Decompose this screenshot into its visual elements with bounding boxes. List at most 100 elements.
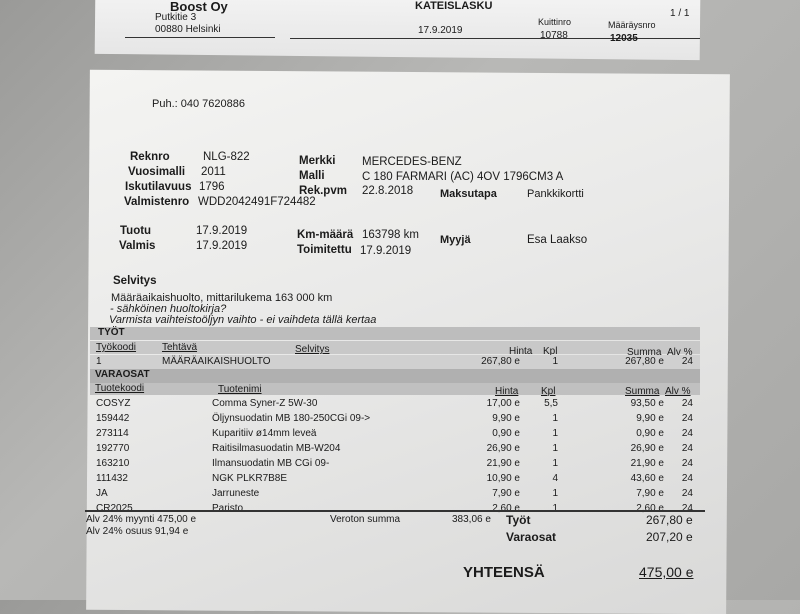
item-vat: 24 (681, 458, 693, 469)
item-code: 111432 (96, 473, 128, 484)
col-hinta: Hinta (495, 386, 519, 397)
selvitys-line: - sähköinen huoltokirja? (110, 303, 227, 315)
document-date: 17.9.2019 (418, 25, 463, 36)
item-vat: 24 (681, 428, 693, 439)
item-vat: 24 (681, 488, 693, 499)
order-no-label: Määräysnro (608, 20, 656, 30)
item-name: Ilmansuodatin MB CGi 09- (212, 458, 330, 469)
rekpvm-label: Rek.pvm (299, 185, 347, 197)
maksutapa-label: Maksutapa (440, 188, 497, 200)
malli-label: Malli (299, 170, 325, 182)
receipt-no-label: Kuittinro (538, 17, 572, 27)
item-name: Kuparitiiv ø14mm leveä (212, 428, 317, 439)
item-sum: 9,90 e (636, 413, 664, 424)
item-price: 10,90 e (486, 473, 520, 484)
totals-divider (85, 510, 705, 512)
reknro-value: NLG-822 (203, 151, 250, 163)
reknro-label: Reknro (130, 151, 170, 163)
col-alv: Alv % (665, 386, 691, 397)
item-name: Raitisilmasuodatin MB-W204 (212, 443, 341, 454)
item-code: CR2025 (96, 503, 133, 514)
item-code: 273114 (96, 428, 129, 439)
varaosat-header-band (90, 383, 700, 395)
toimitettu-value: 17.9.2019 (360, 245, 412, 257)
item-vat: 24 (681, 473, 693, 484)
vuosimalli-value: 2011 (201, 166, 226, 178)
selvitys-line: Määräaikaishuolto, mittarilukema 163 000… (111, 292, 333, 304)
item-name: NGK PLKR7B8E (212, 473, 288, 484)
iskutilavuus-value: 1796 (199, 181, 225, 193)
col-tuotekoodi: Tuotekoodi (95, 383, 145, 394)
item-qty: 1 (552, 413, 558, 424)
item-sum: 93,50 e (630, 398, 664, 409)
toimitettu-label: Toimitettu (297, 244, 352, 256)
item-name: MÄÄRÄAIKAISHUOLTO (162, 356, 271, 367)
item-sum: 0,90 e (636, 428, 664, 439)
item-price: 26,90 e (486, 443, 520, 454)
item-code: 1 (96, 356, 102, 367)
item-price: 0,90 e (492, 428, 520, 439)
col-summa: Summa (625, 386, 660, 397)
item-code: JA (96, 488, 108, 499)
item-vat: 24 (681, 443, 693, 454)
item-name: Comma Syner-Z 5W-30 (212, 398, 318, 409)
km-value: 163798 km (362, 229, 419, 241)
address-line1: Putkitie 3 (155, 12, 197, 23)
valmis-value: 17.9.2019 (196, 240, 248, 252)
vat-sales: Alv 24% myynti 475,00 e (86, 514, 197, 525)
item-vat: 24 (681, 398, 693, 409)
maksutapa-value: Pankkikortti (527, 188, 584, 200)
item-price: 2,60 e (492, 503, 520, 514)
company-name: Boost Oy (170, 0, 228, 14)
varaosat-total-value: 207,20 e (646, 530, 693, 544)
tyot-row-band (90, 355, 700, 369)
grand-total-label: YHTEENSÄ (463, 564, 545, 581)
page-number: 1 / 1 (670, 8, 690, 19)
col-tehtava: Tehtävä (162, 342, 198, 353)
receipt-no: 10788 (540, 30, 568, 41)
item-price: 7,90 e (492, 488, 520, 499)
item-code: 163210 (96, 458, 130, 469)
item-sum: 43,60 e (630, 473, 664, 484)
tyot-total-value: 267,80 e (646, 513, 693, 527)
varaosat-section-band (90, 369, 700, 383)
item-qty: 1 (552, 356, 558, 367)
col-tyokoodi: Työkoodi (96, 342, 137, 353)
selvitys-title: Selvitys (113, 275, 157, 287)
valmistenro-value: WDD2042491F724482 (198, 196, 316, 208)
col-selvitys: Selvitys (295, 344, 330, 355)
phone: Puh.: 040 7620886 (152, 98, 245, 110)
net-value: 383,06 e (452, 514, 491, 525)
col-summa: Summa (627, 347, 662, 358)
item-vat: 24 (681, 356, 693, 367)
grand-total-value: 475,00 e (639, 564, 694, 580)
address-line2: 00880 Helsinki (155, 24, 221, 35)
tuotu-label: Tuotu (120, 225, 152, 237)
item-sum: 7,90 e (636, 488, 664, 499)
tyot-section-band (90, 327, 700, 340)
item-code: COSYZ (96, 398, 131, 409)
item-sum: 26,90 e (630, 443, 664, 454)
malli-value: C 180 FARMARI (AC) 4OV 1796CM3 A (362, 171, 564, 183)
vuosimalli-label: Vuosimalli (128, 166, 186, 178)
col-tuotenimi: Tuotenimi (218, 384, 262, 395)
item-price: 267,80 e (481, 356, 520, 367)
item-qty: 1 (552, 443, 558, 454)
net-label: Veroton summa (330, 514, 401, 525)
item-vat: 24 (681, 503, 693, 514)
iskutilavuus-label: Iskutilavuus (125, 181, 192, 193)
col-kpl: Kpl (543, 346, 558, 357)
item-qty: 1 (552, 428, 558, 439)
item-qty: 5,5 (544, 398, 558, 409)
item-sum: 267,80 e (625, 356, 664, 367)
item-qty: 1 (552, 503, 558, 514)
item-code: 159442 (96, 413, 130, 424)
item-sum: 2,60 e (636, 503, 664, 514)
valmistenro-label: Valmistenro (124, 196, 190, 208)
item-name: Jarruneste (212, 488, 260, 499)
item-qty: 1 (552, 488, 558, 499)
varaosat-title: VARAOSAT (95, 369, 150, 380)
document-title: KATEISLASKU (415, 0, 493, 12)
item-name: Paristo (212, 503, 244, 514)
merkki-label: Merkki (299, 155, 336, 167)
